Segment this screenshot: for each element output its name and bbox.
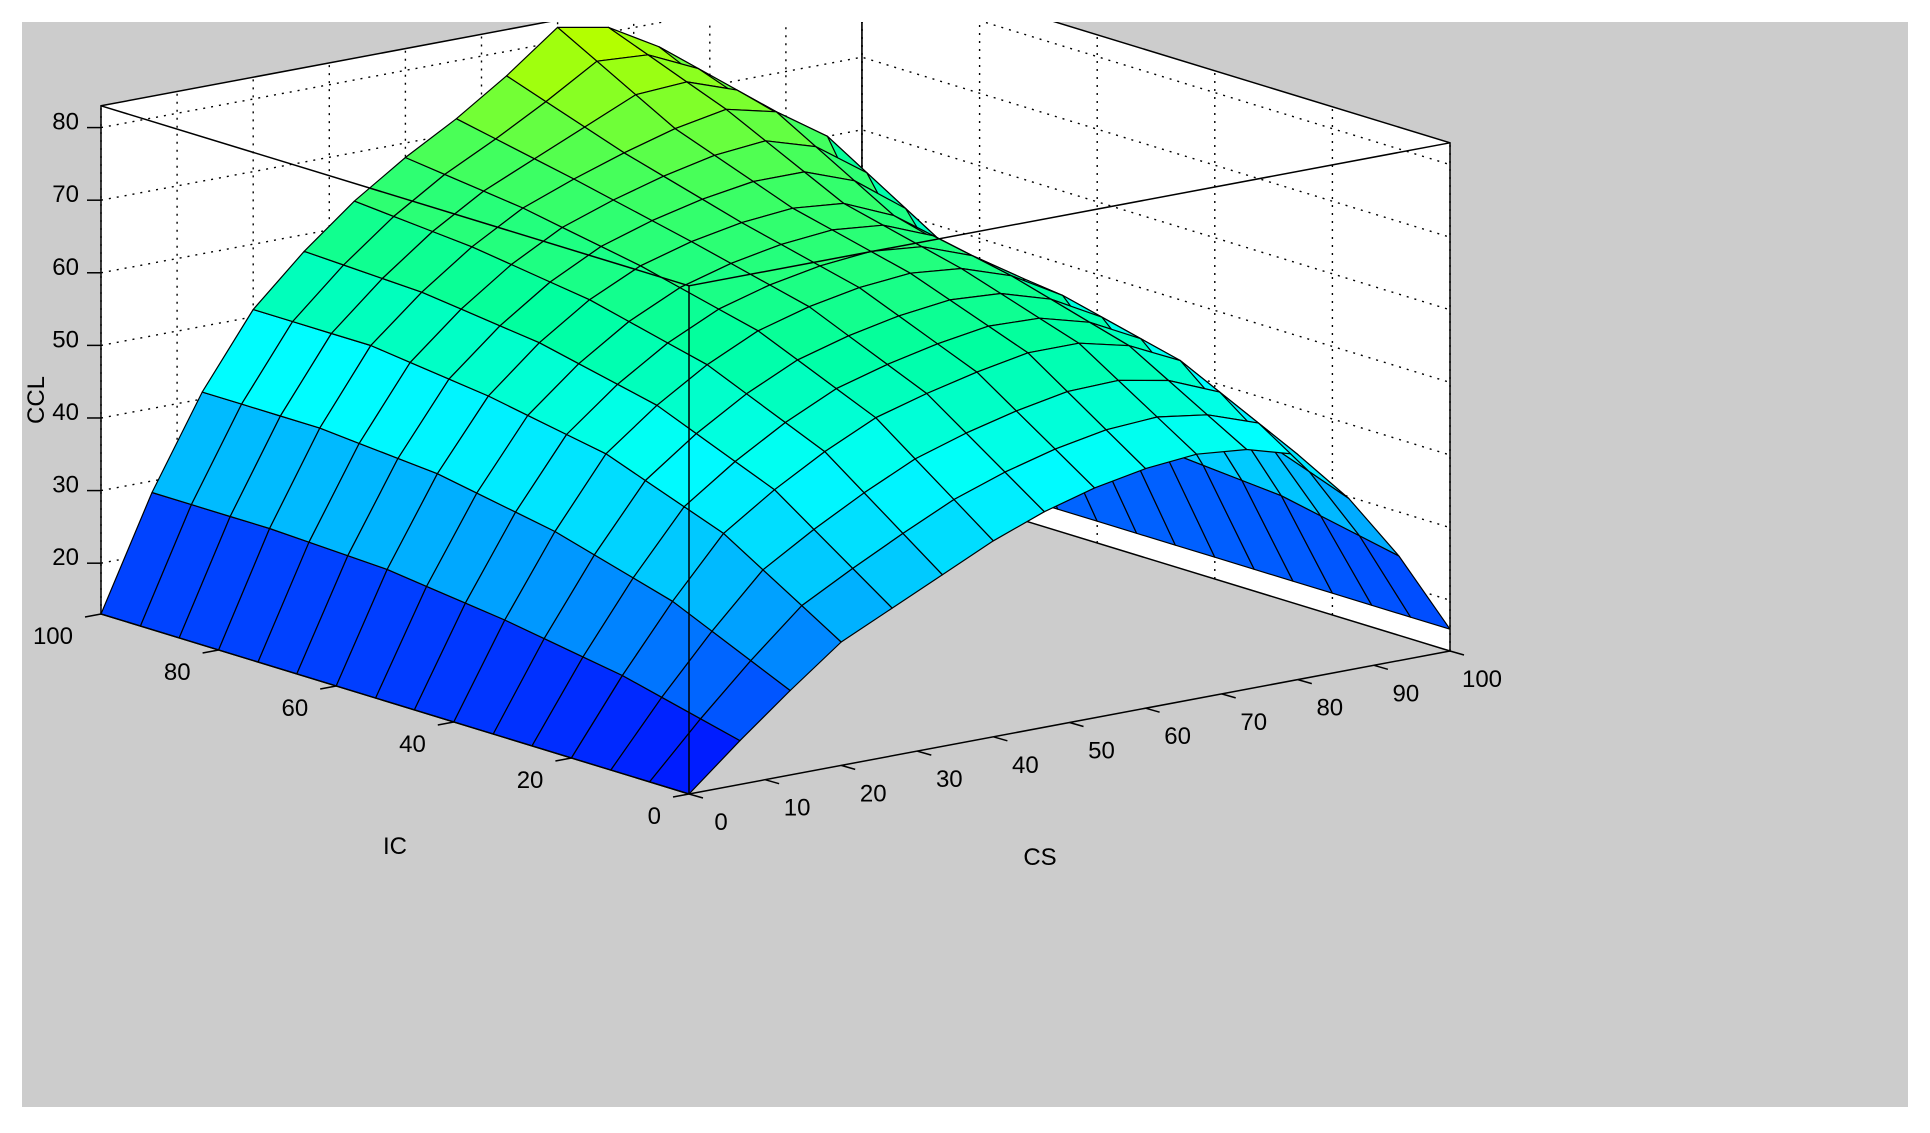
cs-tick-label: 50 (1088, 738, 1115, 765)
cs-tick-label: 100 (1462, 666, 1502, 693)
ic-tick-label: 40 (399, 731, 426, 758)
cs-tick-label: 80 (1316, 695, 1343, 722)
ccl-tick-label: 70 (52, 181, 79, 208)
ic-tick-label: 20 (517, 767, 544, 794)
ic-tick-label: 0 (648, 803, 661, 830)
cs-tick-label: 10 (784, 795, 811, 822)
cs-tick (840, 764, 856, 771)
axes-box-edge (688, 142, 1451, 287)
axis-ticks: 0 10 20 30 40 50 60 70 80 90 100 0 20 40 60 80 100 20 30 40… (33, 109, 1502, 836)
ic-tick (437, 721, 454, 726)
cs-tick (764, 778, 780, 785)
cs-tick (1069, 721, 1084, 728)
ic-tick-label: 60 (281, 695, 308, 722)
axes-box-edge (100, 613, 690, 795)
cs-tick-label: 40 (1012, 752, 1039, 779)
cs-tick-label: 30 (936, 766, 963, 793)
ic-tick (555, 757, 572, 762)
ic-tick-label: 80 (164, 659, 191, 686)
grid-line-z (100, 129, 1451, 311)
cs-tick (1373, 664, 1389, 671)
cs-tick (1145, 707, 1160, 713)
ic-tick (202, 649, 219, 654)
x-axis-label: CS (1023, 844, 1056, 871)
ccl-tick-label: 60 (52, 254, 79, 281)
ccl-tick-label: 40 (52, 399, 79, 426)
z-axis-label: CCL (23, 376, 50, 424)
y-axis-label: IC (383, 833, 407, 860)
cs-tick (1297, 678, 1313, 685)
cs-tick (917, 750, 932, 756)
ic-tick (672, 793, 690, 798)
ccl-tick-label: 20 (52, 544, 79, 571)
ccl-tick-label: 50 (52, 326, 79, 353)
cs-tick (993, 736, 1008, 742)
cs-tick (1221, 693, 1236, 699)
cs-tick-label: 60 (1164, 723, 1191, 750)
grid-line-z (100, 22, 1451, 166)
cs-tick (688, 793, 704, 799)
grid-line-z (100, 56, 1451, 238)
surface-plot: 0 10 20 30 40 50 60 70 80 90 100 0 20 40 60 80 100 20 30 40… (23, 22, 1502, 871)
ccl-tick-label: 80 (52, 109, 79, 136)
cs-tick-label: 0 (714, 809, 727, 836)
cs-tick-label: 70 (1240, 709, 1267, 736)
cs-tick-label: 20 (860, 780, 887, 807)
figure-window: 0 10 20 30 40 50 60 70 80 90 100 0 20 40 60 80 100 20 30 40… (22, 22, 1908, 1107)
cs-tick-label: 90 (1393, 680, 1420, 707)
ic-tick (84, 613, 102, 618)
grid-line-z (100, 201, 1451, 384)
grid-line-z (100, 274, 1451, 456)
surface-mesh (100, 26, 1451, 795)
ic-tick-label: 100 (33, 623, 73, 650)
ic-tick (320, 685, 337, 690)
ccl-tick-label: 30 (52, 472, 79, 499)
surface-patch (1358, 535, 1451, 630)
axes-box-edge (100, 105, 690, 287)
cs-tick (1449, 650, 1465, 656)
